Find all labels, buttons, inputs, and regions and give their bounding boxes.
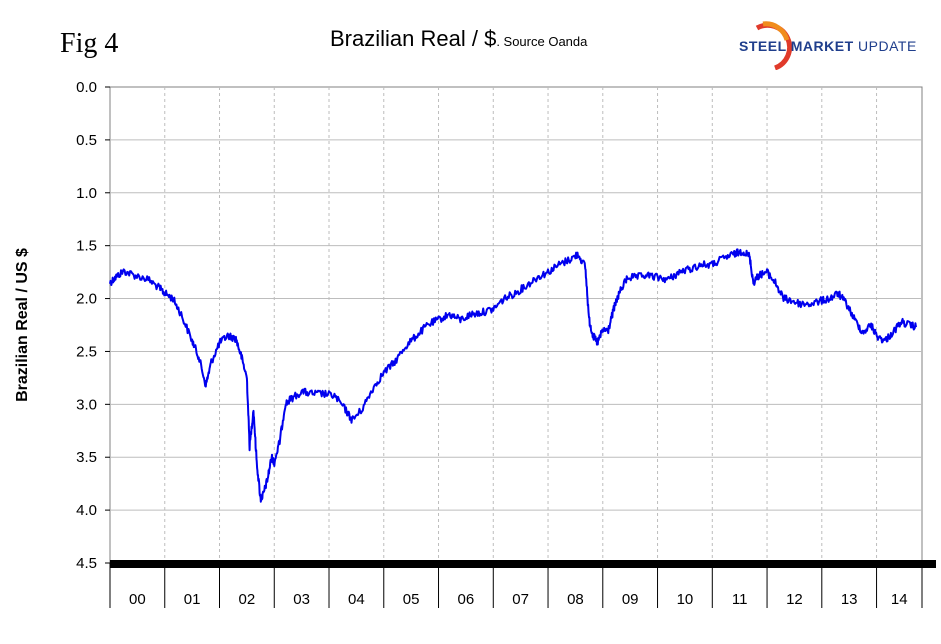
x-axis-ticks: 00 01 02 03 04 05 06 07 08 09 10 11 12 13 14 bbox=[129, 591, 908, 608]
y-tick-label: 0.0 bbox=[76, 79, 97, 96]
logo-swoosh-icon bbox=[755, 21, 793, 70]
x-axis-baseline bbox=[110, 560, 936, 568]
x-tick-label: 07 bbox=[512, 591, 529, 608]
x-tick-label: 05 bbox=[403, 591, 420, 608]
y-tick-label: 4.0 bbox=[76, 502, 97, 519]
y-axis-ticks: 0.0 0.5 1.0 1.5 2.0 2.5 3.0 3.5 4.0 4.5 bbox=[76, 79, 97, 572]
y-tick-label: 1.0 bbox=[76, 185, 97, 202]
chart-title-main: Brazilian Real / $ bbox=[330, 26, 497, 51]
series-line-brl-usd bbox=[109, 248, 917, 503]
x-tick-label: 13 bbox=[841, 591, 858, 608]
chart-series bbox=[109, 248, 917, 503]
y-tick-label: 4.5 bbox=[76, 555, 97, 572]
y-tick-label: 1.5 bbox=[76, 238, 97, 255]
x-tick-label: 02 bbox=[239, 591, 256, 608]
x-tick-label: 12 bbox=[786, 591, 803, 608]
y-tick-label: 2.5 bbox=[76, 343, 97, 360]
plot-frame bbox=[109, 86, 923, 564]
y-tick-label: 3.0 bbox=[76, 396, 97, 413]
chart-grid bbox=[105, 86, 936, 608]
logo-text: STEEL MARKET UPDATE bbox=[739, 38, 917, 54]
logo-text-light: UPDATE bbox=[858, 38, 917, 54]
x-tick-label: 11 bbox=[732, 591, 748, 608]
chart-title: Brazilian Real / $. Source Oanda bbox=[330, 26, 587, 52]
figure-label: Fig 4 bbox=[60, 28, 119, 59]
x-tick-label: 01 bbox=[184, 591, 201, 608]
x-tick-label: 06 bbox=[458, 591, 475, 608]
y-tick-label: 0.5 bbox=[76, 132, 97, 149]
x-tick-label: 09 bbox=[622, 591, 639, 608]
x-tick-label: 03 bbox=[293, 591, 310, 608]
x-tick-label: 08 bbox=[567, 591, 584, 608]
y-axis-label: Brazilian Real / US $ bbox=[14, 248, 31, 402]
x-tick-label: 04 bbox=[348, 591, 365, 608]
y-tick-label: 3.5 bbox=[76, 449, 97, 466]
x-tick-label: 14 bbox=[891, 591, 908, 608]
y-tick-label: 2.0 bbox=[76, 291, 97, 308]
logo-text-bold: STEEL MARKET bbox=[739, 38, 854, 54]
chart-source: . Source Oanda bbox=[496, 34, 588, 49]
steel-market-update-logo: STEEL MARKET UPDATE bbox=[735, 20, 925, 70]
x-tick-label: 10 bbox=[677, 591, 694, 608]
x-tick-label: 00 bbox=[129, 591, 146, 608]
